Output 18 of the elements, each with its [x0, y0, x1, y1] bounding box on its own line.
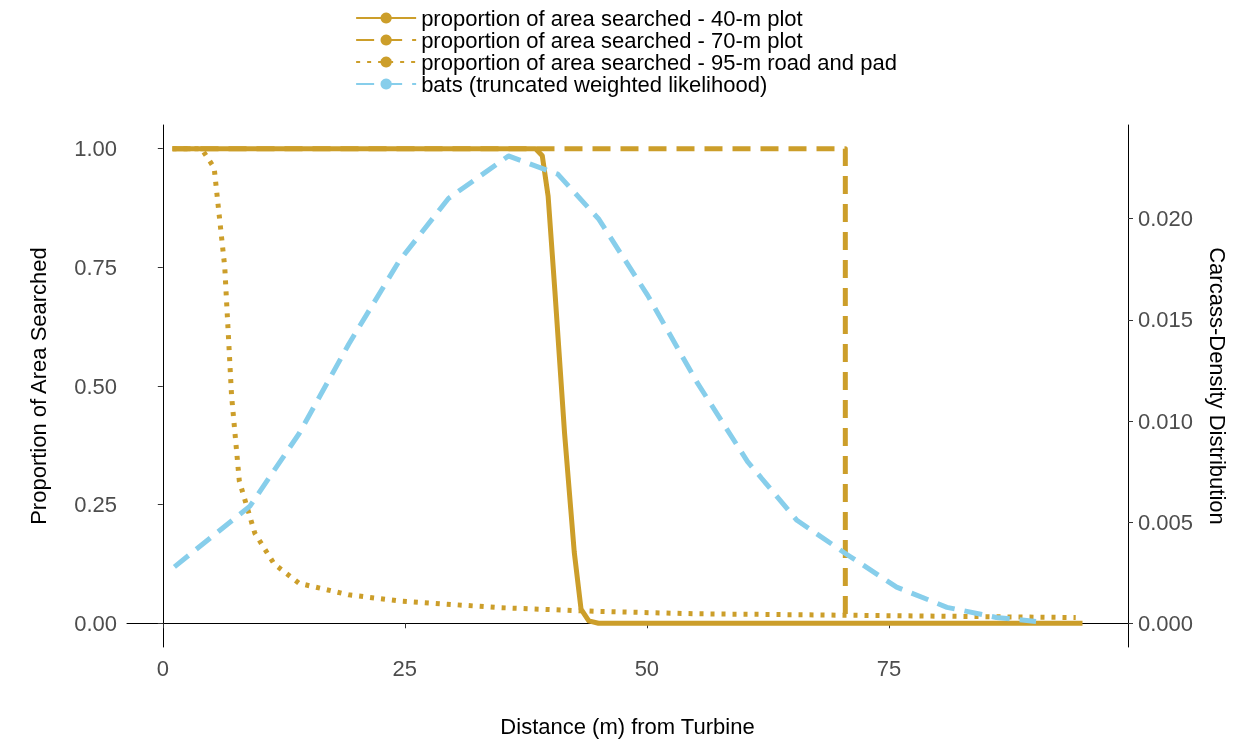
- y-tick-label: 0.75: [74, 254, 117, 280]
- y2-axis-title: Carcass-Density Distribution: [1204, 247, 1230, 525]
- x-tick-label: 25: [392, 655, 418, 681]
- y2-tick-label: 0.015: [1138, 307, 1194, 333]
- y-tick-label: 0.25: [74, 492, 117, 518]
- y-axis-title: Proportion of Area Searched: [25, 247, 51, 525]
- x-tick-label: 75: [876, 655, 902, 681]
- y-tick-label: 1.00: [74, 136, 117, 162]
- y2-tick-label: 0.010: [1138, 408, 1194, 434]
- x-axis-title: Distance (m) from Turbine: [500, 713, 755, 739]
- y-tick-label: 0.50: [74, 373, 117, 399]
- y2-tick-label: 0.000: [1138, 611, 1194, 637]
- legend-label: proportion of area searched - 40-m plot: [421, 5, 803, 31]
- x-tick-label: 0: [156, 655, 169, 681]
- y2-tick-label: 0.005: [1138, 509, 1194, 535]
- y2-tick-label: 0.020: [1138, 206, 1194, 232]
- x-tick-label: 50: [634, 655, 660, 681]
- y-tick-label: 0.00: [74, 610, 117, 636]
